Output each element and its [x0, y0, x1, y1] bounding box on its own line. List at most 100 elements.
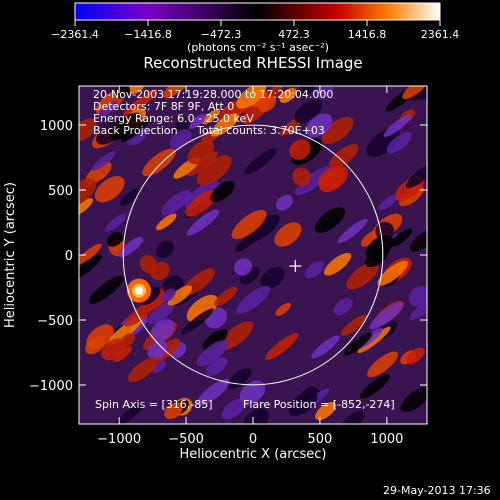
fringe-blob	[85, 336, 106, 355]
fringe-blob	[324, 252, 352, 276]
fringe-blob	[226, 368, 252, 390]
fringe-blob	[118, 236, 144, 258]
colorbar-tick-label: 2361.4	[421, 28, 460, 41]
fringe-blob	[214, 286, 238, 306]
fringe-blob	[257, 95, 277, 113]
fringe-blob	[139, 255, 158, 274]
colorbar-tick-label: 1416.8	[348, 28, 387, 41]
x-tick-label: 1000	[370, 432, 403, 447]
fringe-blob	[221, 398, 246, 420]
fringe-blob	[235, 230, 262, 252]
fringe-blob	[104, 213, 127, 232]
fringe-blob	[181, 308, 214, 335]
fringe-blob	[187, 151, 219, 177]
y-tick-label: −1000	[29, 379, 73, 394]
annotation-method: Back Projection	[93, 124, 178, 137]
x-tick-label: 500	[308, 432, 333, 447]
fringe-blob	[234, 258, 253, 276]
fringe-blob	[377, 260, 408, 286]
fringe-blob	[89, 275, 124, 304]
fringe-blob	[236, 285, 271, 314]
fringe-blob	[127, 357, 158, 383]
y-axis-label: Heliocentric Y (arcsec)	[3, 182, 18, 328]
fringe-blob	[383, 114, 412, 137]
fringe-blob	[236, 86, 267, 109]
y-tick-label: −500	[37, 314, 73, 329]
bright-source	[134, 286, 143, 295]
fringe-blob	[156, 240, 175, 258]
fringe-blob	[188, 114, 206, 129]
colorbar-units-label: (photons cm⁻² s⁻¹ asec⁻²)	[187, 41, 329, 54]
fringe-blob	[337, 218, 368, 244]
fringe-blob	[186, 294, 219, 323]
image-pattern	[79, 86, 427, 424]
solar-limb-circle	[122, 124, 384, 386]
fringe-blob	[386, 132, 412, 154]
fringe-blob	[109, 112, 142, 141]
fringe-blob	[304, 261, 325, 279]
x-tick-label: −500	[168, 432, 204, 447]
x-tick-label: −1000	[97, 432, 141, 447]
fringe-blob	[318, 166, 345, 191]
colorbar-ticks: −2361.4 −1416.8 −472.3 472.3 1416.8 2361.4	[51, 20, 459, 41]
annotation-energy-range: Energy Range: 6.0 - 25.0 keV	[93, 112, 254, 125]
fringe-blob	[114, 86, 131, 99]
fringe-blob	[316, 86, 334, 99]
fringe-blob	[400, 386, 427, 413]
fringe-blob	[164, 402, 183, 420]
fringe-blob	[402, 86, 427, 100]
fringe-blob	[295, 166, 331, 196]
fringe-blob	[260, 266, 285, 289]
fringe-blob	[314, 207, 346, 233]
fringe-blob	[186, 209, 220, 236]
fringe-blob	[151, 360, 167, 374]
fringe-blob	[378, 194, 398, 211]
fringe-blob	[79, 178, 97, 208]
fringe-blob	[119, 188, 141, 206]
colorbar-tick-label: −2361.4	[51, 28, 99, 41]
fringe-blob	[231, 209, 267, 240]
fringe-blob	[160, 288, 176, 303]
fringe-blob	[196, 155, 232, 186]
fringe-blob	[196, 340, 229, 367]
fringe-blob	[114, 402, 146, 424]
fringe-blob	[85, 161, 112, 184]
fringe-blob	[311, 335, 340, 359]
fringe-blob	[315, 401, 337, 421]
annotation-flare-position: Flare Position = [-852,-274]	[243, 398, 395, 411]
fringe-blob	[265, 333, 299, 360]
fringe-blob	[279, 87, 297, 103]
fringe-blob	[409, 297, 427, 321]
fringe-blob	[142, 148, 176, 177]
fringe-blob	[101, 338, 126, 361]
fringe-blob	[202, 108, 221, 125]
annotation-time-range: 20-Nov-2003 17:19:28.000 to 17:20:04.000	[93, 88, 334, 101]
fringe-blob	[306, 113, 333, 138]
fringe-blob	[94, 175, 125, 203]
y-tick-label: 0	[65, 249, 73, 264]
fringe-blob	[405, 162, 427, 188]
fringe-blob	[405, 347, 425, 365]
x-tick-label: 0	[249, 432, 257, 447]
fringe-blob	[340, 314, 368, 336]
fringe-blob	[185, 189, 218, 217]
fringe-blob	[389, 228, 413, 248]
fringe-blob	[120, 333, 135, 347]
fringe-blob	[288, 390, 318, 416]
fringe-blob	[289, 139, 311, 160]
fringe-blob	[365, 235, 394, 260]
fringe-blob	[205, 357, 228, 377]
colorbar-tick-label: 472.3	[278, 28, 310, 41]
fringe-blob	[328, 144, 359, 170]
fringe-blob	[197, 378, 230, 406]
fringe-blob	[79, 254, 103, 281]
fringe-blob	[112, 346, 133, 363]
fringe-blob	[410, 228, 427, 252]
fringe-blob	[243, 408, 270, 424]
fringe-blob	[294, 99, 323, 124]
fringe-blob	[147, 301, 175, 325]
fringe-blob	[161, 190, 192, 216]
fringe-blob	[167, 285, 193, 306]
x-axis-label: Heliocentric X (arcsec)	[180, 447, 327, 462]
fringe-blob	[274, 222, 302, 247]
